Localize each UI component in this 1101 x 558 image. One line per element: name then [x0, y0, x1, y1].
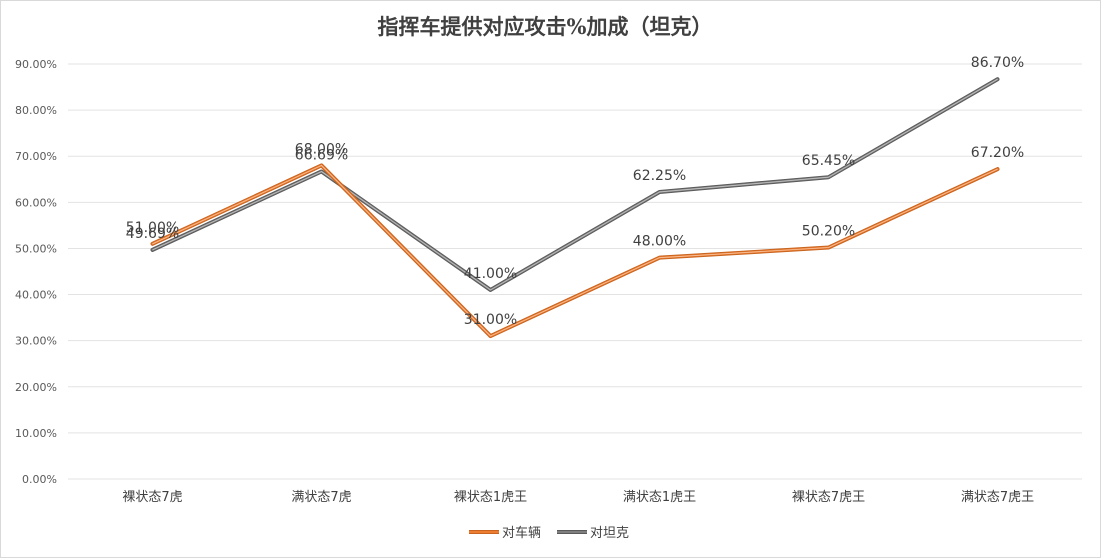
y-tick-label: 60.00% [15, 196, 57, 209]
x-tick-label: 满状态7虎王 [961, 490, 1034, 505]
x-axis-ticks: 裸状态7虎 满状态7虎 裸状态1虎王 满状态1虎王 裸状态7虎王 满状态7虎王 [122, 490, 1034, 505]
data-label: 65.45% [802, 153, 855, 169]
y-tick-label: 20.00% [15, 381, 57, 394]
data-label: 51.00% [126, 220, 179, 236]
data-label: 48.00% [633, 234, 686, 250]
y-tick-label: 50.00% [15, 242, 57, 255]
legend: 对车辆 对坦克 [469, 525, 629, 541]
gridlines [68, 63, 1082, 480]
legend-label: 对车辆 [502, 525, 541, 541]
data-label: 67.20% [971, 145, 1024, 161]
data-label: 49.69% [126, 226, 179, 242]
y-tick-label: 70.00% [15, 150, 57, 163]
y-tick-label: 10.00% [15, 427, 57, 440]
x-tick-label: 裸状态1虎王 [454, 490, 527, 505]
x-tick-label: 裸状态7虎王 [792, 490, 865, 505]
y-tick-label: 80.00% [15, 104, 57, 117]
y-tick-label: 90.00% [15, 58, 57, 71]
x-tick-label: 满状态1虎王 [623, 490, 696, 505]
series-lines [150, 77, 1000, 339]
y-tick-label: 0.00% [22, 473, 57, 486]
x-tick-label: 满状态7虎 [291, 490, 351, 505]
x-tick-label: 裸状态7虎 [122, 490, 182, 505]
series-line-highlight [152, 78, 998, 291]
y-axis-ticks: 0.00% 10.00% 20.00% 30.00% 40.00% 50.00% 60.00… [15, 58, 57, 486]
data-labels: 51.00% 68.00% 31.00% 48.00% 50.20% 67.20% 49.6… [126, 55, 1024, 328]
data-label: 31.00% [464, 312, 517, 328]
legend-label: 对坦克 [590, 526, 629, 541]
chart-title: 指挥车提供对应攻击%加成（坦克） [378, 14, 713, 39]
data-label: 66.69% [295, 147, 348, 163]
y-tick-label: 30.00% [15, 335, 57, 348]
data-label: 41.00% [464, 266, 517, 282]
series-line-highlight [152, 165, 998, 337]
data-label: 62.25% [633, 168, 686, 184]
data-label: 86.70% [971, 55, 1024, 71]
data-label: 68.00% [295, 141, 348, 157]
y-tick-label: 40.00% [15, 289, 57, 302]
data-label: 50.20% [802, 224, 855, 240]
